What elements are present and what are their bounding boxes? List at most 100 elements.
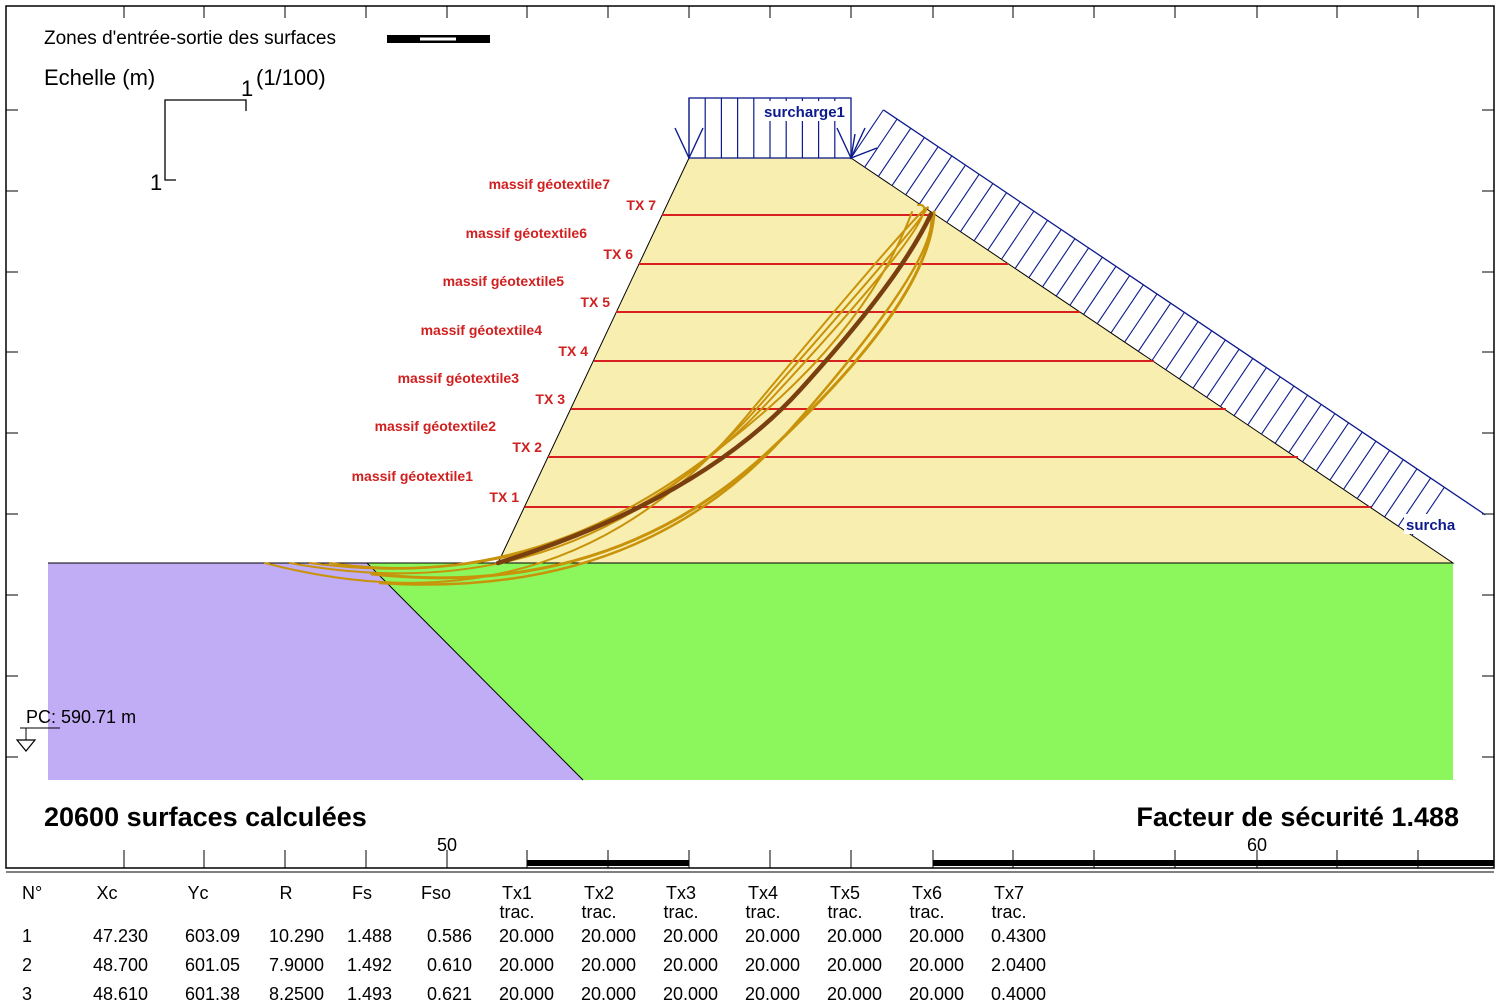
surcharge-slope-hatch <box>1165 321 1199 371</box>
table-header-cell: Tx5 trac. <box>827 883 863 922</box>
axis-tick-label-50: 50 <box>437 835 457 855</box>
geotextile-label-3: TX 3 <box>535 391 565 407</box>
surcharge-top-label: surcharge1 <box>764 104 845 121</box>
surcharge-slope-hatch <box>959 183 994 232</box>
surcharge-slope-hatch <box>1124 293 1158 343</box>
surcharge-slope-hatch <box>1055 247 1090 297</box>
scale-indicator <box>164 99 247 181</box>
table-header-cell: Fso <box>420 883 451 903</box>
geotextile-layers <box>525 214 1372 508</box>
surcharge-slope-hatch <box>1096 275 1131 324</box>
slip-surface-6 <box>370 210 936 580</box>
table-row: 1 47.230 603.09 10.290 1.488 0.586 20.000 20.00… <box>18 922 1050 951</box>
surcharge-slope-hatch <box>1356 450 1391 499</box>
surcharge-slope-hatch <box>1206 348 1240 398</box>
scale-x-tick: 1 <box>241 76 253 101</box>
table-cell: 0.586 <box>426 926 472 946</box>
table-cell: 8.2500 <box>268 984 324 1000</box>
table-cell: 20.000 <box>908 926 964 946</box>
surcharge-slope-hatch <box>1384 468 1418 518</box>
table-cell: 0.610 <box>426 955 472 975</box>
surcharge-slope-label: surcha <box>1406 517 1456 534</box>
surcharge-slope-hatch <box>946 174 980 223</box>
zones-label: Zones d'entrée-sortie des surfaces <box>44 28 336 49</box>
table-cell: 20.000 <box>908 984 964 1000</box>
surcharge-slope-outer-line <box>883 109 1486 516</box>
table-cell: 20.000 <box>580 955 636 975</box>
table-header-cell: Tx2 trac. <box>581 883 617 922</box>
surcharge-slope-hatch <box>1260 385 1295 435</box>
table-header-cell: Tx4 trac. <box>745 883 781 922</box>
table-cell: 2.0400 <box>990 955 1046 975</box>
reference-level-icon <box>15 739 37 752</box>
layer-labels: TX 1 massif géotextile1 TX 2 massif géotext… <box>352 176 657 505</box>
table-cell: 20.000 <box>826 984 882 1000</box>
table-cell: 20.000 <box>498 926 554 946</box>
table-cell: 20.000 <box>744 984 800 1000</box>
load-arrow-icon <box>850 133 878 160</box>
massif-label-6: massif géotextile6 <box>466 225 588 241</box>
surcharge-slope-hatch <box>1110 284 1144 334</box>
massif-label-2: massif géotextile2 <box>375 418 497 434</box>
table-cell: 10.290 <box>268 926 324 946</box>
table-cell: 2 <box>22 955 33 975</box>
ruler-ticks <box>6 6 1494 868</box>
surcharge-slope-hatch <box>1288 404 1322 453</box>
table-cell: 48.700 <box>92 955 148 975</box>
surcharge-slope-hatch <box>1151 312 1185 361</box>
scale-label: Echelle (m) <box>44 65 155 90</box>
table-cell: 1.488 <box>346 926 392 946</box>
surcharge-slope-hatch <box>973 192 1007 242</box>
table-cell: 20.000 <box>826 955 882 975</box>
table-header-cell: Fs <box>352 883 372 903</box>
geotextile-label-2: TX 2 <box>512 439 542 455</box>
surcharge-slope-hatch <box>1233 367 1267 417</box>
table-header-cell: Yc <box>187 883 209 903</box>
table-header-cell: Tx1 trac. <box>499 883 535 922</box>
surcharge-slope-hatch <box>877 127 912 177</box>
slope-stability-diagram: Zones d'entrée-sortie des surfaces Echel… <box>5 5 1495 873</box>
surcharge-top-load <box>674 97 866 160</box>
table-cell: 48.610 <box>92 984 148 1000</box>
massif-label-1: massif géotextile1 <box>352 468 474 484</box>
plot-frame <box>5 5 1495 869</box>
table-cell: 0.4000 <box>990 984 1046 1000</box>
table-header-cell: N° <box>22 883 43 903</box>
slip-surfaces <box>264 203 936 586</box>
surcharge-slope-hatch <box>1370 459 1404 509</box>
load-arrow-icon <box>674 127 704 160</box>
surcharge-slope-hatch <box>864 118 898 168</box>
axis-scale-bar-1 <box>527 860 689 866</box>
reference-level <box>15 727 60 752</box>
surcharge-slope-hatch <box>987 201 1021 251</box>
table-cell: 20.000 <box>662 955 718 975</box>
axis-tick-label-60: 60 <box>1247 835 1267 855</box>
results-table: N° Xc Yc R Fs Fso Tx1 trac. Tx2 trac. Tx3 trac. Tx4 t… <box>18 884 1050 1000</box>
table-header-cell: R <box>279 883 293 903</box>
massif-label-7: massif géotextile7 <box>489 176 611 192</box>
surcharge-slope-label-bg <box>1404 514 1453 534</box>
slip-surface-5 <box>329 211 913 569</box>
table-header-cell: Tx6 trac. <box>909 883 945 922</box>
surcharge-slope-load <box>850 109 1486 536</box>
scale-ratio: (1/100) <box>256 65 326 90</box>
soil-boundary-line <box>366 562 584 781</box>
massif-label-3: massif géotextile3 <box>398 370 520 386</box>
table-cell: 1 <box>22 926 33 946</box>
table-header-cell: Tx7 trac. <box>991 883 1027 922</box>
surcharge-slope-hatch <box>1219 358 1254 407</box>
surcharge-slope-hatch <box>1028 229 1062 278</box>
massif-label-5: massif géotextile5 <box>443 273 565 289</box>
surcharge-slope-hatch <box>1302 413 1336 463</box>
surcharge-slope-hatch <box>932 164 966 214</box>
slip-surface-7 <box>378 212 933 586</box>
table-cell: 603.09 <box>184 926 240 946</box>
axis-scale-bar-2 <box>933 860 1494 866</box>
table-cell: 47.230 <box>92 926 148 946</box>
table-cell: 0.621 <box>426 984 472 1000</box>
surcharge-slope-hatch <box>1397 477 1432 527</box>
surcharge-slope-hatch <box>850 109 884 159</box>
surcharge-slope-hatch <box>1329 431 1363 481</box>
table-cell: 1.493 <box>346 984 392 1000</box>
surcharge-slope-hatch <box>1069 256 1103 306</box>
